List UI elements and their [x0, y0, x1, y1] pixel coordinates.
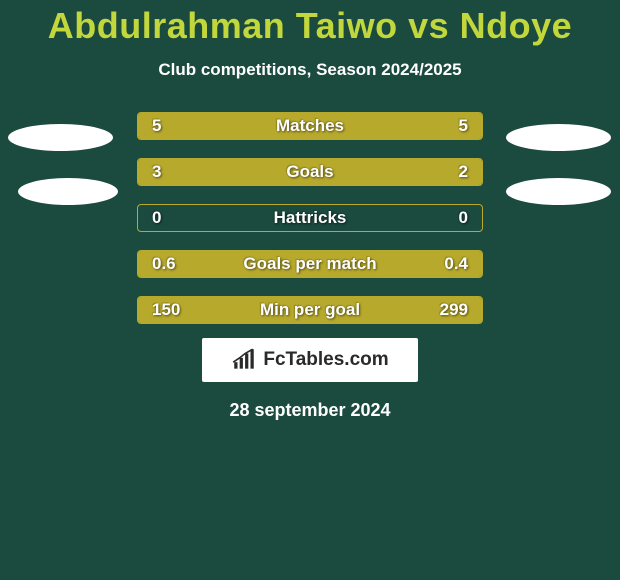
date-label: 28 september 2024 [0, 400, 620, 421]
player-left-avatar-placeholder-row0 [8, 124, 113, 151]
stat-label: Matches [138, 116, 482, 136]
subtitle: Club competitions, Season 2024/2025 [0, 60, 620, 80]
stat-row: 0.60.4Goals per match [137, 250, 483, 278]
stat-label: Hattricks [138, 208, 482, 228]
stat-row: 00Hattricks [137, 204, 483, 232]
stat-label: Goals [138, 162, 482, 182]
branding-badge: FcTables.com [202, 338, 418, 382]
stat-label: Goals per match [138, 254, 482, 274]
player-left-avatar-placeholder-row1 [18, 178, 118, 205]
player-right-avatar-placeholder-row0 [506, 124, 611, 151]
stat-row: 55Matches [137, 112, 483, 140]
stat-label: Min per goal [138, 300, 482, 320]
stat-row: 32Goals [137, 158, 483, 186]
player-right-avatar-placeholder-row1 [506, 178, 611, 205]
bar-chart-icon [231, 347, 257, 373]
branding-text: FcTables.com [263, 349, 388, 371]
comparison-stats: 55Matches 32Goals 00Hattricks 0.60.4Goals p… [137, 112, 483, 324]
stat-row: 150299Min per goal [137, 296, 483, 324]
page-title: Abdulrahman Taiwo vs Ndoye [0, 0, 620, 46]
